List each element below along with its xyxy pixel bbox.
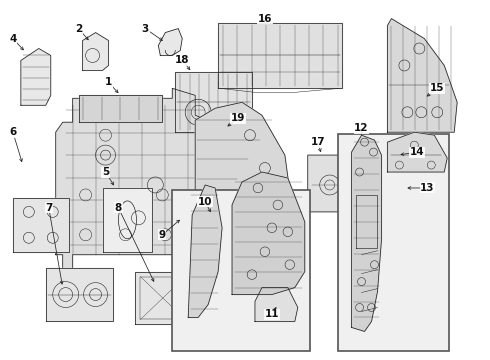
- Polygon shape: [388, 132, 447, 172]
- Polygon shape: [352, 135, 382, 332]
- Text: 17: 17: [310, 137, 325, 147]
- Polygon shape: [218, 23, 342, 88]
- Bar: [338, 134, 449, 351]
- Polygon shape: [46, 268, 113, 321]
- Bar: [172, 190, 310, 351]
- Text: 3: 3: [142, 24, 149, 33]
- Polygon shape: [158, 28, 182, 55]
- Text: 7: 7: [45, 203, 52, 213]
- Polygon shape: [135, 272, 190, 324]
- Text: 5: 5: [102, 167, 109, 177]
- Text: 15: 15: [430, 84, 444, 93]
- Text: 19: 19: [231, 113, 245, 123]
- Text: 8: 8: [115, 203, 122, 213]
- Polygon shape: [195, 102, 295, 245]
- Polygon shape: [13, 198, 69, 252]
- Polygon shape: [175, 72, 252, 132]
- Polygon shape: [232, 172, 305, 294]
- Text: 16: 16: [258, 14, 272, 24]
- Text: 12: 12: [354, 123, 369, 133]
- Polygon shape: [308, 155, 360, 212]
- Text: 6: 6: [9, 127, 17, 137]
- Text: 18: 18: [175, 55, 190, 66]
- Polygon shape: [21, 49, 51, 105]
- Text: 4: 4: [9, 33, 17, 44]
- Text: 1: 1: [105, 77, 112, 87]
- Text: 11: 11: [265, 310, 279, 319]
- Text: 9: 9: [159, 230, 166, 240]
- Text: 14: 14: [410, 147, 425, 157]
- Polygon shape: [102, 188, 152, 252]
- Polygon shape: [188, 185, 222, 318]
- Polygon shape: [255, 288, 298, 321]
- Polygon shape: [56, 88, 212, 278]
- Polygon shape: [78, 95, 162, 122]
- Polygon shape: [83, 32, 108, 71]
- Text: 13: 13: [420, 183, 435, 193]
- Polygon shape: [388, 19, 457, 132]
- Text: 2: 2: [75, 24, 82, 33]
- Text: 10: 10: [198, 197, 212, 207]
